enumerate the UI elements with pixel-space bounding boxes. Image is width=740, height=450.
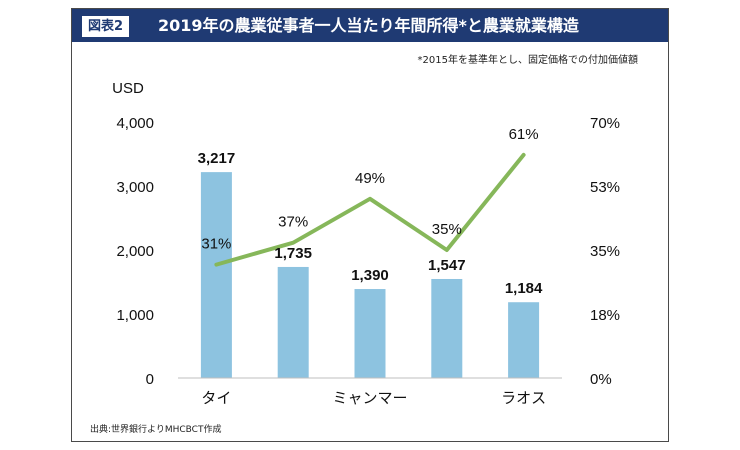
y-axis-right-tick: 53% <box>590 179 620 196</box>
bar-3 <box>354 289 386 378</box>
y-axis-left-tick: 1,000 <box>116 307 154 324</box>
chart-header: 図表2 2019年の農業従事者一人当たり年間所得*と農業就業構造 <box>72 9 668 42</box>
x-axis-category: タイ <box>201 390 231 407</box>
bar-4 <box>431 278 463 378</box>
y-axis-left-tick: 3,000 <box>116 179 154 196</box>
bar-value-label: 3,217 <box>198 150 236 167</box>
y-axis-right-tick: 0% <box>590 371 612 388</box>
x-axis-category: ミャンマー <box>332 390 407 407</box>
y-axis-right-tick: 35% <box>590 243 620 260</box>
bar-5 <box>508 302 540 378</box>
y-axis-left-tick: 0 <box>146 371 154 388</box>
line-value-label: 61% <box>509 126 539 143</box>
footnote-note: *2015年を基準年とし、固定価格での付加価値額 <box>417 55 638 66</box>
chart-title: 2019年の農業従事者一人当たり年間所得*と農業就業構造 <box>158 16 579 35</box>
figure-badge: 図表2 <box>81 15 131 38</box>
x-axis-category: ラオス <box>501 390 546 407</box>
y-axis-left-label: USD <box>112 80 144 97</box>
y-axis-left-tick: 2,000 <box>116 243 154 260</box>
bar-value-label: 1,184 <box>505 280 543 297</box>
line-value-label: 37% <box>278 214 308 231</box>
bar-2 <box>277 266 309 378</box>
y-axis-left-tick: 4,000 <box>116 115 154 132</box>
bar-value-label: 1,547 <box>428 257 466 274</box>
line-value-label: 35% <box>432 221 462 238</box>
line-value-label: 49% <box>355 170 385 187</box>
source-note: 出典:世界銀行よりMHCBCT作成 <box>90 425 222 435</box>
bar-value-label: 1,390 <box>351 267 389 284</box>
y-axis-right-tick: 70% <box>590 115 620 132</box>
line-value-label: 31% <box>201 236 231 253</box>
y-axis-right-tick: 18% <box>590 307 620 324</box>
bar-value-label: 1,735 <box>274 245 312 262</box>
line-series-share <box>214 152 526 267</box>
bar-1 <box>200 172 232 378</box>
